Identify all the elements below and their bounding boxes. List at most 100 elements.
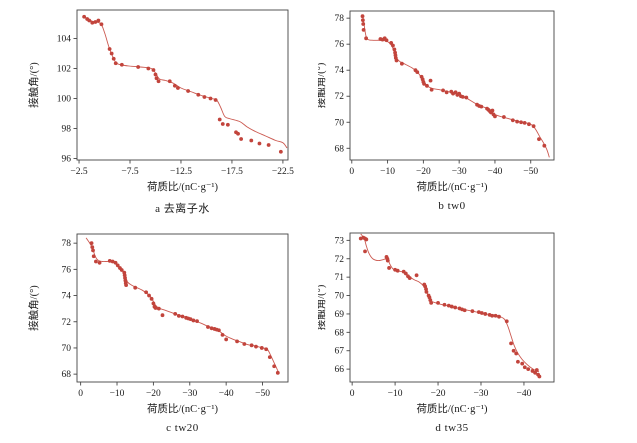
y-tick-label: 69 <box>335 310 345 320</box>
data-point <box>422 81 426 86</box>
fit-line <box>85 237 279 372</box>
data-point <box>449 304 454 309</box>
data-point <box>220 332 225 337</box>
data-point <box>146 66 151 71</box>
data-point <box>119 62 124 67</box>
data-point <box>446 303 451 308</box>
data-point <box>275 370 280 375</box>
data-point <box>144 290 149 295</box>
y-tick-label: 78 <box>62 239 72 249</box>
x-tick-label: −12.5 <box>170 167 192 177</box>
data-point <box>493 313 498 318</box>
data-point <box>196 92 201 97</box>
data-point <box>453 305 458 310</box>
data-point <box>236 131 240 136</box>
data-point <box>360 14 365 19</box>
data-point <box>527 122 531 127</box>
data-point <box>429 87 434 92</box>
y-tick-label: 72 <box>335 255 345 265</box>
data-point <box>501 115 506 119</box>
y-tick-label: 66 <box>335 365 345 375</box>
data-point <box>520 361 525 366</box>
data-point <box>444 90 449 95</box>
data-point <box>387 266 391 270</box>
data-point <box>515 119 520 124</box>
data-point <box>483 312 488 316</box>
subplot-caption-b: b tw0 <box>438 200 466 212</box>
subplot-c: 68 70 72 74 76 78 0 −10 −20 −30 −40 −50 荷质比/(nC·g⁻¹)… <box>0 221 318 443</box>
data-point <box>133 285 138 290</box>
subplot-caption-a: a 去离子水 <box>155 203 210 215</box>
plot-frame <box>76 233 289 383</box>
data-point <box>460 94 465 99</box>
data-point <box>267 355 272 360</box>
x-axis-label: 荷质比/(nC·g⁻¹) <box>147 402 219 415</box>
x-tick-label: −20 <box>431 389 446 399</box>
data-point <box>151 301 156 306</box>
data-point <box>537 374 542 379</box>
data-point <box>476 310 481 314</box>
data-point <box>534 368 539 372</box>
data-point <box>490 108 495 113</box>
y-tick-label: 76 <box>62 265 72 275</box>
data-point <box>89 241 94 246</box>
data-point <box>424 289 429 294</box>
data-point <box>249 343 254 348</box>
data-point <box>191 318 196 323</box>
data-point <box>490 313 495 318</box>
x-tick-label: −50 <box>523 167 538 177</box>
y-tick-label: 102 <box>57 65 72 75</box>
data-point <box>436 301 440 305</box>
subplot-caption-c: c tw20 <box>166 422 199 434</box>
x-tick-label: 0 <box>78 389 83 399</box>
x-tick-label: −30 <box>452 167 467 177</box>
data-point <box>264 347 269 352</box>
data-point <box>119 268 124 272</box>
x-axis-label: 荷质比/(nC·g⁻¹) <box>416 402 488 415</box>
data-point <box>172 83 177 88</box>
subplot-caption-d: d tw35 <box>435 422 469 434</box>
data-point <box>202 95 207 99</box>
data-point <box>136 65 141 69</box>
y-axis-label: 接触角/(°) <box>27 62 40 108</box>
y-tick-label: 74 <box>335 66 345 76</box>
data-point <box>216 328 221 333</box>
y-tick-label: 74 <box>62 292 72 302</box>
data-point <box>90 245 95 249</box>
data-point <box>429 301 434 305</box>
data-point <box>363 249 367 254</box>
data-point <box>97 260 102 265</box>
x-tick-label: −30 <box>474 389 489 399</box>
y-tick-label: 96 <box>62 155 72 165</box>
subplot-d: 66 67 68 69 70 71 72 73 0 −10 −20 −30 −40 荷质比/(nC·g⁻¹… <box>318 221 637 443</box>
data-point <box>209 326 214 331</box>
data-point <box>107 47 112 51</box>
data-point <box>394 58 399 63</box>
data-point <box>113 260 118 265</box>
data-point <box>156 306 161 311</box>
data-point <box>124 283 129 287</box>
data-point <box>109 51 114 56</box>
fit-line <box>83 16 288 149</box>
data-point <box>384 38 389 43</box>
y-tick-label: 67 <box>335 347 345 357</box>
data-point <box>519 120 523 125</box>
plot-frame <box>349 10 555 161</box>
data-point <box>542 143 547 148</box>
y-tick-label: 70 <box>62 344 72 354</box>
data-point <box>259 346 264 350</box>
data-point <box>167 79 172 84</box>
data-point <box>249 138 254 143</box>
data-point <box>278 149 283 154</box>
data-point <box>225 122 230 127</box>
data-point <box>516 359 520 364</box>
x-tick-label: −20 <box>146 389 161 399</box>
x-tick-label: −22.5 <box>272 167 294 177</box>
data-point <box>257 141 262 146</box>
data-point <box>522 121 527 125</box>
y-tick-label: 72 <box>335 92 345 102</box>
y-tick-label: 68 <box>62 370 72 380</box>
x-axis-label: 荷质比/(nC·g⁻¹) <box>416 180 488 193</box>
data-point <box>361 27 366 32</box>
x-tick-label: −50 <box>255 389 270 399</box>
